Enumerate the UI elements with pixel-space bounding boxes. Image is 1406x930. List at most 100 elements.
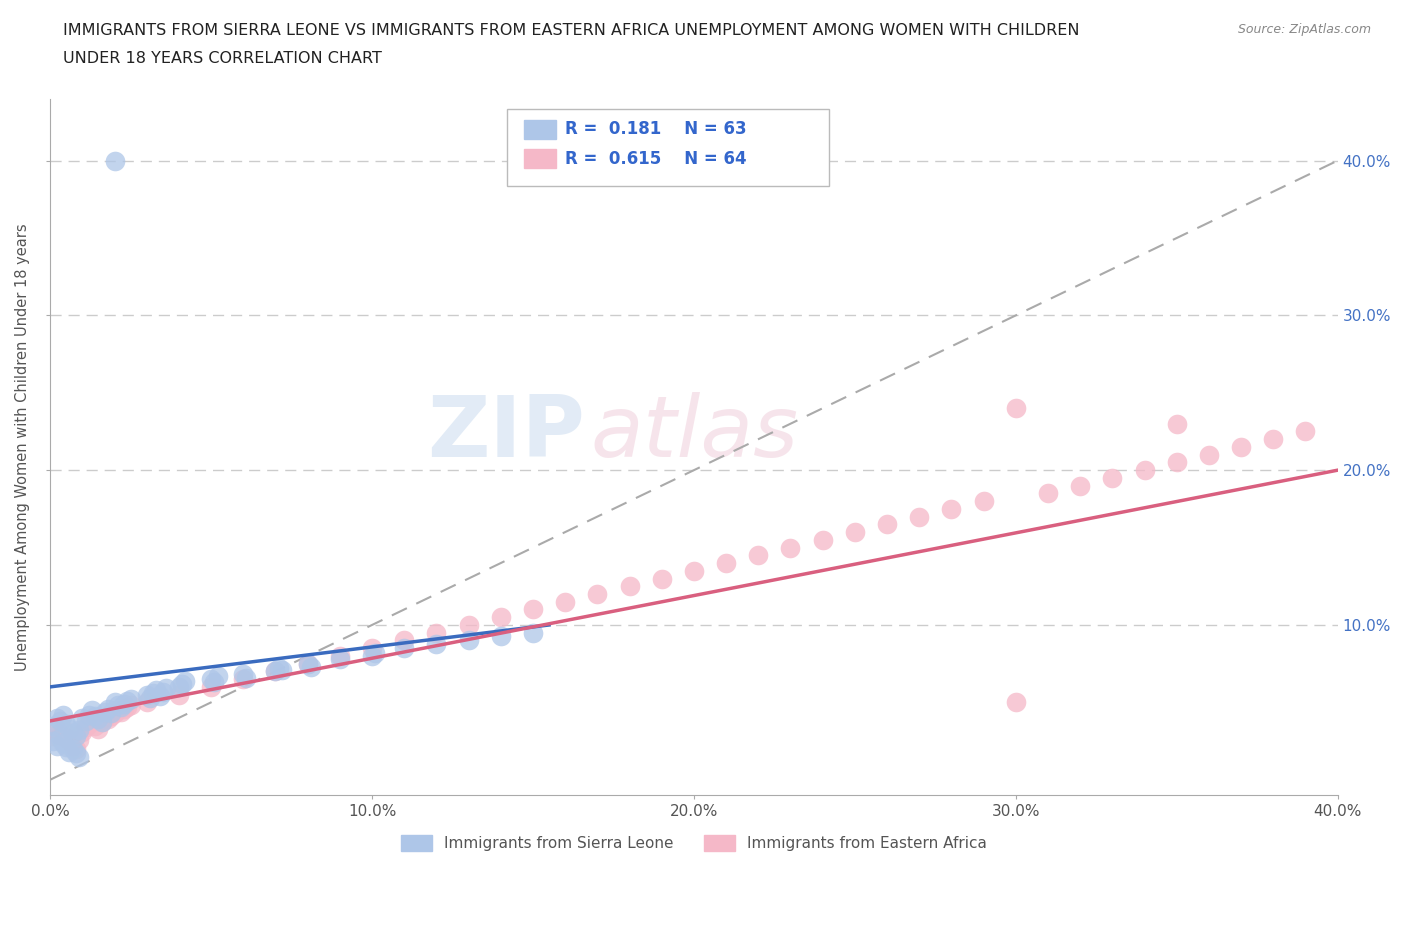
Point (90, 715, 112, 730)
Point (62, 738, 84, 753)
Point (49, 731, 72, 746)
Point (100, 706, 122, 721)
Point (207, 669, 229, 684)
Point (97, 712, 120, 727)
Point (844, 525, 866, 539)
Point (747, 548, 769, 563)
Point (112, 697, 135, 711)
Point (876, 517, 898, 532)
Point (554, 594, 576, 609)
Point (152, 684, 174, 699)
Point (425, 636, 447, 651)
Point (58, 722, 80, 737)
Point (174, 673, 197, 688)
Point (65, 729, 87, 744)
Point (264, 664, 287, 679)
Text: R =  0.181    N = 63: R = 0.181 N = 63 (565, 120, 747, 139)
Text: Source: ZipAtlas.com: Source: ZipAtlas.com (1237, 23, 1371, 36)
Point (110, 699, 132, 714)
Point (329, 652, 352, 667)
Point (42, 734, 65, 749)
Point (522, 602, 544, 617)
Point (103, 706, 125, 721)
Point (392, 641, 415, 656)
Point (145, 683, 167, 698)
Point (142, 685, 165, 700)
Point (117, 694, 139, 709)
Point (264, 664, 287, 679)
Point (75, 720, 97, 735)
Point (297, 657, 319, 671)
Point (139, 690, 162, 705)
Point (84, 718, 107, 733)
Point (42, 729, 65, 744)
Point (941, 501, 963, 516)
Point (235, 671, 257, 685)
Point (172, 676, 194, 691)
Point (135, 687, 157, 702)
Point (297, 657, 319, 671)
Point (110, 704, 132, 719)
Point (52, 735, 75, 750)
Point (457, 618, 479, 632)
Point (299, 659, 322, 674)
Point (87, 722, 110, 737)
Text: atlas: atlas (591, 392, 799, 474)
Point (45, 723, 67, 737)
Point (80, 703, 103, 718)
Point (1036, 486, 1059, 501)
Point (72, 711, 94, 725)
Point (1263, 432, 1285, 446)
Point (619, 578, 641, 593)
Point (489, 610, 512, 625)
Point (1166, 455, 1188, 470)
Point (361, 641, 384, 656)
Point (45, 738, 67, 753)
Point (329, 648, 352, 663)
Point (135, 695, 157, 710)
Text: IMMIGRANTS FROM SIERRA LEONE VS IMMIGRANTS FROM EASTERN AFRICA UNEMPLOYMENT AMON: IMMIGRANTS FROM SIERRA LEONE VS IMMIGRAN… (63, 23, 1080, 38)
Point (1004, 401, 1026, 416)
Point (120, 692, 142, 707)
Point (75, 713, 97, 728)
Point (202, 675, 225, 690)
Point (167, 687, 190, 702)
Point (97, 701, 120, 716)
Point (651, 571, 673, 586)
Point (52, 708, 75, 723)
Point (65, 741, 87, 756)
Point (58, 734, 80, 749)
Point (267, 661, 290, 676)
Point (714, 555, 737, 570)
Point (45, 711, 67, 725)
Point (973, 494, 995, 509)
Point (1133, 463, 1156, 478)
Point (1166, 417, 1188, 432)
Bar (524, 149, 557, 168)
Point (52, 722, 75, 737)
Point (94, 711, 117, 725)
Point (100, 709, 122, 724)
Point (120, 698, 142, 713)
Text: UNDER 18 YEARS CORRELATION CHART: UNDER 18 YEARS CORRELATION CHART (63, 51, 382, 66)
Point (62, 726, 84, 741)
Point (425, 625, 447, 640)
Bar (524, 120, 557, 140)
Point (80, 713, 103, 728)
Point (1101, 471, 1123, 485)
Point (522, 625, 544, 640)
Point (683, 564, 706, 578)
Point (90, 715, 112, 730)
FancyBboxPatch shape (508, 109, 830, 186)
Point (200, 671, 222, 686)
Point (42, 718, 65, 733)
Point (55, 731, 77, 746)
Point (55, 717, 77, 732)
Point (1198, 447, 1220, 462)
Point (489, 629, 512, 644)
Point (457, 633, 479, 648)
Point (84, 709, 107, 724)
Point (107, 703, 129, 718)
Point (58, 744, 80, 759)
Point (392, 633, 415, 648)
